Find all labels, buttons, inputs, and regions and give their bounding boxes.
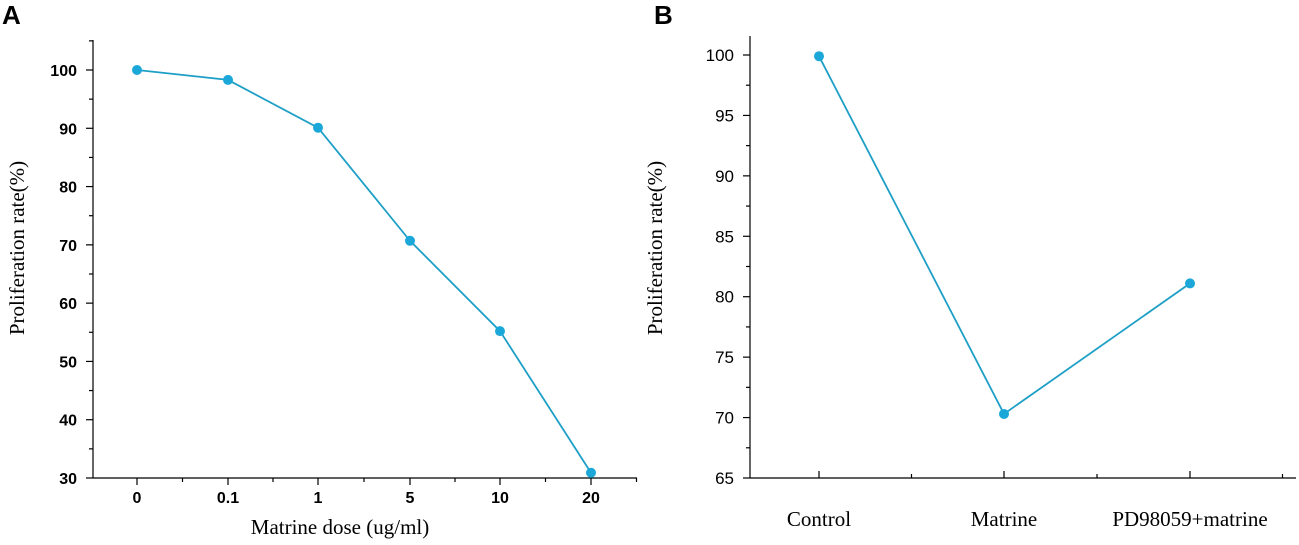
panel-a-data-point [313, 122, 323, 133]
panel-a-x-tick-label: 5 [406, 490, 415, 507]
panel-a-x-axis-title: Matrine dose (ug/ml) [251, 515, 429, 539]
panel-b-label: B [654, 0, 673, 30]
panel-a-x-tick-label: 10 [491, 490, 509, 507]
panel-b-data-point [1185, 278, 1195, 289]
panel-a-data-point [223, 74, 233, 85]
panel-b-x-tick-label: PD98059+matrine [1112, 507, 1267, 531]
panel-a-data-point [132, 65, 142, 75]
panel-a-y-tick-label: 50 [59, 354, 77, 371]
chart-panel-a: A 30 40 50 60 70 80 90 100 0 0.1 1 5 10 20 Matrine d… [2, 0, 638, 539]
panel-b-y-tick-label: 95 [715, 106, 734, 125]
panel-a-label: A [2, 0, 21, 30]
panel-a-data-point [586, 467, 596, 478]
panel-b-x-ticks: Control Matrine PD98059+matrine [787, 471, 1284, 531]
panel-a-x-tick-label: 0 [133, 490, 142, 507]
panel-b-y-tick-label: 100 [706, 46, 734, 65]
panel-a-y-tick-label: 70 [59, 238, 77, 255]
panel-a-y-tick-label: 100 [50, 63, 77, 80]
panel-b-data-point [999, 408, 1009, 419]
panel-a-x-ticks: 0 0.1 1 5 10 20 [133, 478, 638, 507]
panel-a-x-tick-label: 0.1 [217, 490, 239, 507]
panel-b-series-line [818, 55, 1191, 416]
panel-a-y-tick-label: 60 [59, 296, 77, 313]
panel-b-y-tick-label: 65 [715, 469, 734, 488]
panel-b-x-tick-label: Matrine [971, 507, 1037, 531]
panel-b-points [814, 51, 1195, 419]
panel-a-x-tick-label: 20 [582, 490, 600, 507]
panel-b-y-tick-label: 80 [715, 288, 734, 307]
panel-a-data-point [495, 326, 505, 337]
panel-a-series-line [136, 69, 592, 474]
panel-b-y-tick-label: 90 [715, 167, 734, 186]
panel-a-y-tick-label: 90 [59, 121, 77, 138]
panel-b-y-tick-label: 75 [715, 348, 734, 367]
chart-panel-b: B 65 70 75 80 85 90 95 100 Control Matrine PD9805… [643, 0, 1296, 531]
panel-a-x-tick-label: 1 [314, 490, 323, 507]
panel-b-y-axis-title: Proliferation rate(%) [643, 161, 667, 335]
panel-a-y-tick-label: 30 [59, 471, 77, 488]
panel-b-y-ticks: 65 70 75 80 85 90 95 100 [706, 46, 750, 488]
panel-b-data-point [814, 51, 824, 62]
panel-a-points [132, 65, 596, 478]
panel-b-x-tick-label: Control [787, 507, 851, 531]
panel-a-y-tick-label: 40 [59, 413, 77, 430]
panel-b-y-tick-label: 85 [715, 227, 734, 246]
panel-a-data-point [405, 235, 415, 246]
panel-a-y-axis-title: Proliferation rate(%) [5, 161, 29, 335]
panel-a-y-tick-label: 80 [59, 180, 77, 197]
panel-a-y-ticks: 30 40 50 60 70 80 90 100 [50, 40, 93, 488]
panel-b-y-tick-label: 70 [715, 409, 734, 428]
